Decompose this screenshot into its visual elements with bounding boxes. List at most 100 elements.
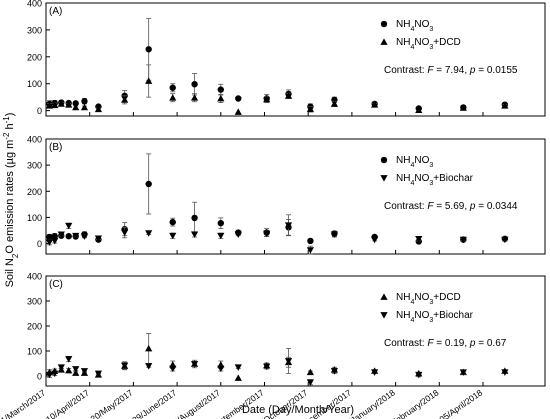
data-point: [306, 379, 314, 386]
data-point: [72, 369, 80, 376]
legend-marker: [380, 312, 388, 319]
legend-marker: [380, 38, 388, 45]
data-point: [459, 369, 467, 376]
y-tick-label: 200: [27, 52, 42, 62]
data-point: [306, 368, 314, 376]
data-point: [217, 94, 225, 102]
data-point: [65, 101, 73, 108]
data-point: [190, 231, 199, 238]
data-point: [234, 231, 242, 238]
plot-frame: [45, 2, 546, 117]
data-point: [65, 366, 73, 374]
plot-frame: [45, 138, 546, 255]
data-point: [263, 363, 271, 371]
data-point: [45, 102, 54, 109]
data-point: [415, 371, 423, 379]
y-tick-label: 100: [27, 79, 42, 89]
data-point: [65, 222, 73, 230]
y-tick-label: 0: [37, 372, 42, 382]
x-axis-label: Date (Day/Month/Year): [242, 404, 354, 416]
data-point: [415, 235, 423, 243]
y-tick-label: 100: [27, 213, 42, 223]
data-point: [145, 46, 152, 53]
data-point: [145, 180, 152, 188]
data-point: [330, 100, 339, 107]
data-point: [501, 369, 509, 376]
plot-frame: [45, 275, 546, 387]
data-point: [217, 219, 224, 227]
legend-entry: NH4NO3: [396, 19, 433, 33]
x-tick-label: 20/May/2017: [89, 387, 135, 419]
contrast-annotation: Contrast: F = 5.69, p = 0.0344: [384, 201, 518, 212]
data-point: [234, 108, 242, 115]
data-point: [72, 366, 80, 373]
panel-label: (C): [49, 279, 63, 290]
panel: 0 100 200 300 400 (B) NH4NO3 NH4NO3+Biochar Cont…: [27, 135, 546, 255]
legend-marker: [380, 20, 388, 28]
data-point: [217, 232, 225, 240]
panel-label: (B): [49, 142, 62, 153]
legend-entry: NH4NO3+DCD: [396, 292, 461, 306]
legend-marker: [380, 293, 388, 300]
data-point: [169, 218, 176, 226]
legend-marker: [380, 156, 388, 164]
data-point: [121, 96, 129, 103]
data-point: [57, 231, 65, 238]
y-tick-label: 200: [27, 322, 42, 332]
y-tick-label: 300: [27, 25, 42, 35]
data-point: [217, 86, 224, 93]
data-point: [145, 230, 153, 237]
data-point: [51, 101, 59, 109]
legend-marker: [380, 175, 388, 182]
data-point: [57, 364, 65, 371]
legend-entry: NH4NO3+Biochar: [396, 310, 474, 324]
data-point: [330, 231, 339, 238]
panel: 0 100 200 300 400 (C) NH4NO3+DCD NH4NO3+Biochar…: [0, 272, 546, 419]
data-point: [46, 233, 53, 241]
data-point: [263, 95, 271, 103]
x-tick-label: 10/April/2017: [44, 387, 91, 419]
data-point: [51, 370, 59, 378]
data-point: [51, 238, 59, 245]
data-point: [72, 103, 80, 111]
data-point: [284, 358, 293, 365]
y-tick-label: 0: [37, 239, 42, 249]
legend-entry: NH4NO3+Biochar: [396, 173, 474, 187]
data-point: [235, 95, 242, 102]
data-point: [263, 230, 271, 238]
data-point: [306, 105, 314, 113]
x-tick-label: 05/April/2018: [437, 387, 484, 419]
data-point: [284, 222, 293, 229]
data-point: [80, 233, 89, 240]
data-point: [65, 356, 73, 363]
y-tick-label: 400: [27, 0, 42, 9]
data-point: [190, 94, 199, 101]
panel-label: (A): [49, 6, 62, 17]
y-tick-label: 300: [27, 297, 42, 307]
data-point: [94, 370, 103, 378]
y-tick-label: 200: [27, 187, 42, 197]
y-tick-label: 0: [37, 106, 42, 116]
x-tick-label: 01/March/2017: [0, 387, 47, 419]
data-point: [306, 247, 314, 254]
panel: 0 100 200 300 400 (A) NH4NO3 NH4NO3+DCD Contrast…: [27, 0, 546, 117]
data-point: [169, 232, 177, 240]
contrast-annotation: Contrast: F = 7.94, p = 0.0155: [384, 65, 518, 76]
data-point: [80, 103, 89, 111]
data-point: [81, 98, 88, 105]
data-point: [501, 236, 509, 244]
data-point: [145, 77, 153, 84]
data-point: [94, 105, 103, 113]
data-point: [72, 100, 79, 107]
data-point: [80, 368, 89, 375]
data-point: [145, 344, 153, 352]
data-point: [234, 374, 242, 381]
data-point: [121, 362, 129, 370]
data-point: [190, 361, 199, 368]
data-point: [330, 368, 339, 375]
y-tick-label: 400: [27, 135, 42, 145]
y-tick-label: 300: [27, 161, 42, 171]
y-tick-label: 400: [27, 272, 42, 282]
data-point: [72, 232, 80, 240]
